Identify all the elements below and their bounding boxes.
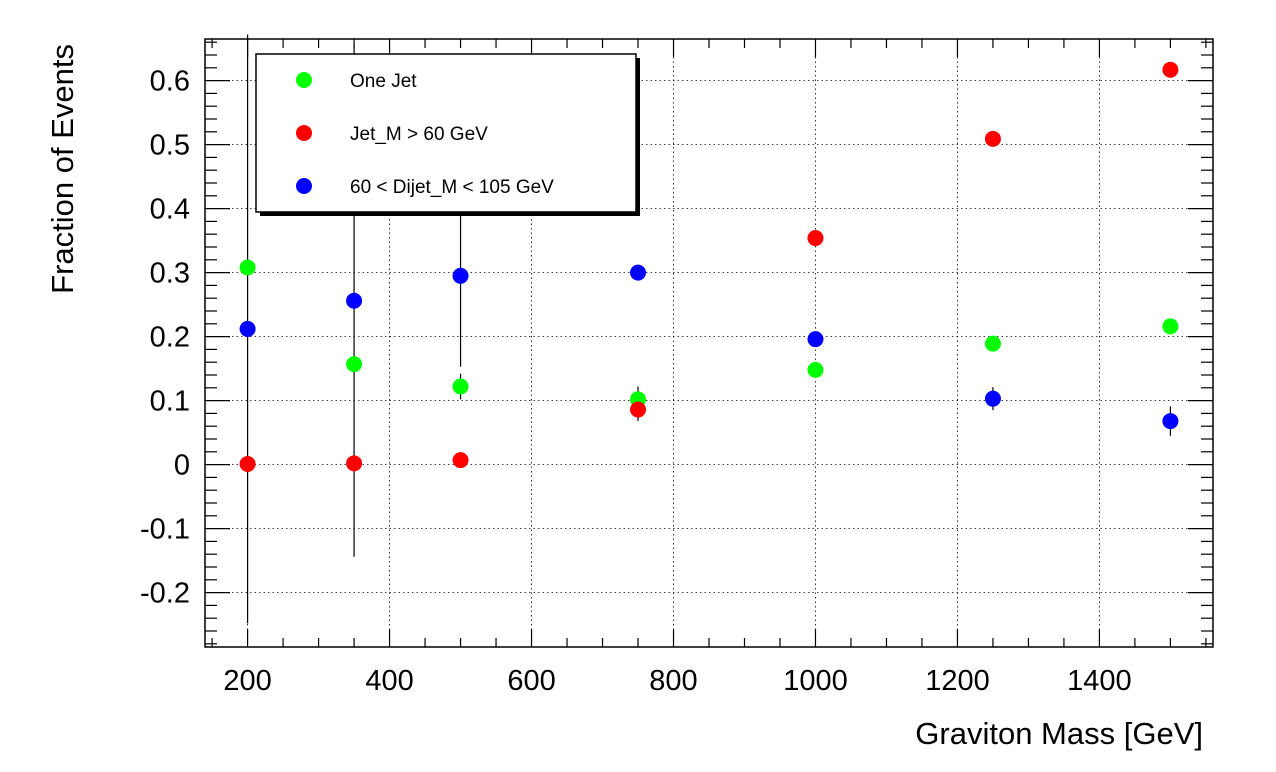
x-tick-label: 1400 bbox=[1067, 665, 1132, 697]
data-points bbox=[239, 61, 1179, 472]
y-tick-label: 0.3 bbox=[150, 258, 190, 290]
data-point bbox=[239, 455, 256, 472]
data-point bbox=[630, 264, 647, 281]
data-point bbox=[630, 401, 647, 418]
x-tick-label: 800 bbox=[649, 665, 697, 697]
y-tick-label: 0.1 bbox=[150, 386, 190, 418]
y-tick-label: -0.1 bbox=[140, 514, 190, 546]
data-point bbox=[346, 292, 363, 309]
x-tick-label: 1200 bbox=[925, 665, 990, 697]
data-point bbox=[984, 390, 1001, 407]
legend-marker-jet-m bbox=[296, 125, 312, 141]
data-point bbox=[807, 230, 824, 247]
y-tick-label: 0.2 bbox=[150, 322, 190, 354]
data-point bbox=[452, 452, 469, 469]
x-tick-label: 600 bbox=[507, 665, 555, 697]
y-tick-label: -0.2 bbox=[140, 578, 190, 610]
data-point bbox=[984, 335, 1001, 352]
data-point bbox=[807, 331, 824, 348]
data-point bbox=[346, 356, 363, 373]
x-tick-label: 1000 bbox=[783, 665, 848, 697]
y-tick-label: 0.4 bbox=[150, 194, 190, 226]
legend-label-dijet-m: 60 < Dijet_M < 105 GeV bbox=[350, 177, 554, 198]
x-axis-title: Graviton Mass [GeV] bbox=[915, 716, 1203, 751]
y-tick-label: 0.5 bbox=[150, 130, 190, 162]
legend-marker-dijet-m bbox=[296, 178, 312, 194]
data-point bbox=[807, 361, 824, 378]
x-tick-label: 200 bbox=[223, 665, 271, 697]
axes: 200 400 600 800 1000 1200 1400 -0.2 -0.1 0 0.1 0.2 0… bbox=[140, 39, 1213, 697]
data-point bbox=[346, 455, 363, 472]
legend-marker-one-jet bbox=[296, 72, 312, 88]
legend-label-jet-m: Jet_M > 60 GeV bbox=[350, 124, 488, 145]
data-point bbox=[452, 267, 469, 284]
y-tick-label: 0.6 bbox=[150, 66, 190, 98]
legend: One Jet Jet_M > 60 GeV 60 < Dijet_M < 10… bbox=[255, 53, 640, 216]
data-point bbox=[1162, 413, 1179, 430]
y-axis-title: Fraction of Events bbox=[45, 44, 80, 294]
data-point bbox=[452, 378, 469, 395]
data-point bbox=[984, 130, 1001, 147]
data-point bbox=[1162, 61, 1179, 78]
data-point bbox=[1162, 318, 1179, 335]
legend-box bbox=[255, 53, 637, 213]
y-tick-label: 0 bbox=[174, 450, 190, 482]
x-tick-label: 400 bbox=[365, 665, 413, 697]
data-point bbox=[239, 259, 256, 276]
data-point bbox=[239, 320, 256, 337]
legend-label-one-jet: One Jet bbox=[350, 71, 417, 92]
